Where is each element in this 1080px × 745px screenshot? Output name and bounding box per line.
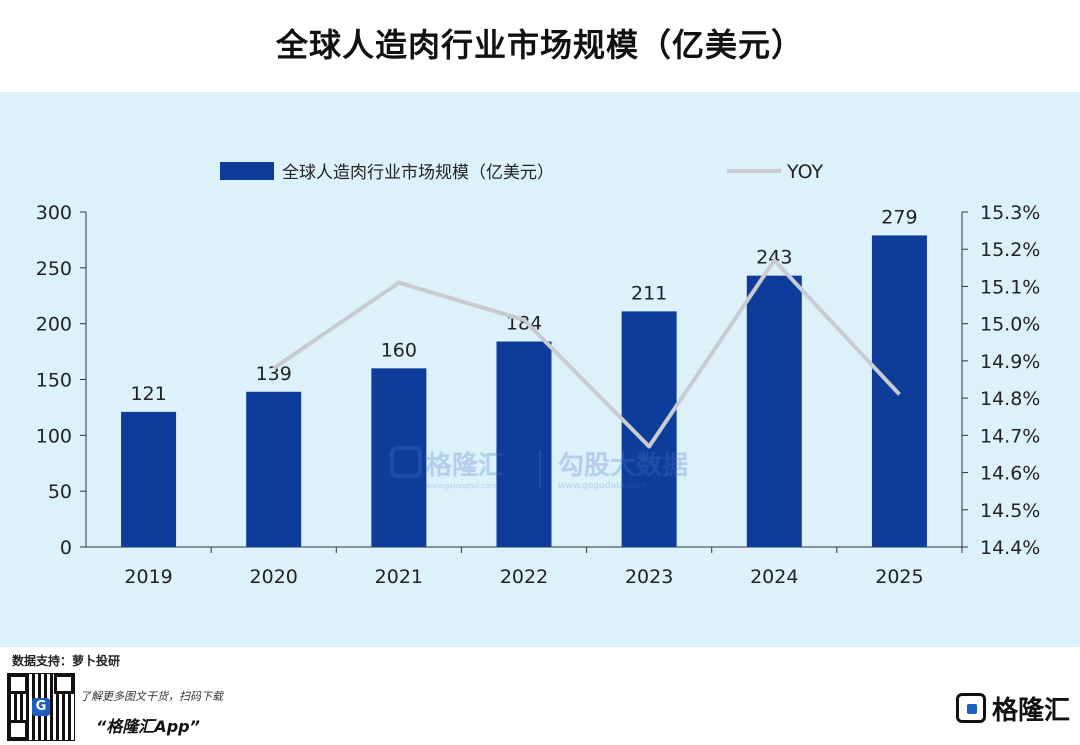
bar-value-label: 211 <box>631 282 667 304</box>
footer: 数据支持：萝卜投研 G 了解更多图文干货，扫码下载 “格隆汇App” 格隆汇 <box>0 647 1080 745</box>
bar-2022 <box>496 341 552 547</box>
x-tick-label: 2019 <box>124 566 172 588</box>
bar-value-label: 139 <box>256 363 292 385</box>
y-right-tick-label: 15.3% <box>980 202 1040 224</box>
x-tick-label: 2023 <box>625 566 673 588</box>
x-tick-label: 2021 <box>375 566 423 588</box>
bar-value-label: 243 <box>756 247 792 269</box>
bar-2021 <box>371 368 427 547</box>
y-right-tick-label: 14.4% <box>980 537 1040 559</box>
bar-2025 <box>871 235 927 547</box>
brand-logo: 格隆汇 <box>955 691 1070 726</box>
brand-name: 格隆汇 <box>991 695 1070 726</box>
y-right-tick-label: 15.1% <box>980 276 1040 298</box>
x-tick-label: 2024 <box>750 566 798 588</box>
y-left-tick-label: 250 <box>36 258 72 280</box>
y-right-tick-label: 15.2% <box>980 239 1040 261</box>
y-left-tick-label: 0 <box>60 537 72 559</box>
y-right-tick-label: 14.7% <box>980 425 1040 447</box>
bar-2020 <box>246 391 302 547</box>
promo-text: 了解更多图文干货，扫码下载 <box>80 690 223 703</box>
y-left-tick-label: 100 <box>36 425 72 447</box>
bar-value-label: 279 <box>881 206 917 228</box>
legend-bar-label: 全球人造肉行业市场规模（亿美元） <box>282 163 554 183</box>
x-tick-label: 2025 <box>875 566 923 588</box>
chart-header: 全球人造肉行业市场规模（亿美元） <box>0 0 1080 92</box>
y-left-tick-label: 300 <box>36 202 72 224</box>
legend-bar-swatch <box>220 162 274 180</box>
y-left-tick-label: 150 <box>36 370 72 392</box>
x-tick-label: 2020 <box>250 566 298 588</box>
qr-code-icon[interactable]: G <box>7 673 75 741</box>
y-right-tick-label: 14.8% <box>980 388 1040 410</box>
y-right-tick-label: 14.9% <box>980 351 1040 373</box>
app-name: “格隆汇App” <box>96 717 200 736</box>
yoy-line <box>272 258 901 449</box>
bar-value-label: 160 <box>381 339 417 361</box>
y-right-tick-label: 14.5% <box>980 500 1040 522</box>
y-left-tick-label: 50 <box>48 481 72 503</box>
chart-title: 全球人造肉行业市场规模（亿美元） <box>275 26 804 64</box>
chart-svg: 300 250 200 150 100 50 0 15.3% 15.2% 15.1% 15.0% 14… <box>36 161 1041 588</box>
y-right-tick-label: 14.6% <box>980 463 1040 485</box>
x-tick-label: 2022 <box>500 566 548 588</box>
y-right-tick-label: 15.0% <box>980 314 1040 336</box>
data-source: 数据支持：萝卜投研 <box>12 654 121 668</box>
legend-line-label: YOY <box>786 161 823 183</box>
bar-2019 <box>121 411 177 547</box>
bar-value-label: 121 <box>130 383 166 405</box>
bar-2024 <box>746 275 802 547</box>
chart-panel: 300 250 200 150 100 50 0 15.3% 15.2% 15.1% 15.0% 14… <box>0 92 1080 647</box>
brand-logo-icon <box>955 693 986 723</box>
y-left-tick-label: 200 <box>36 314 72 336</box>
